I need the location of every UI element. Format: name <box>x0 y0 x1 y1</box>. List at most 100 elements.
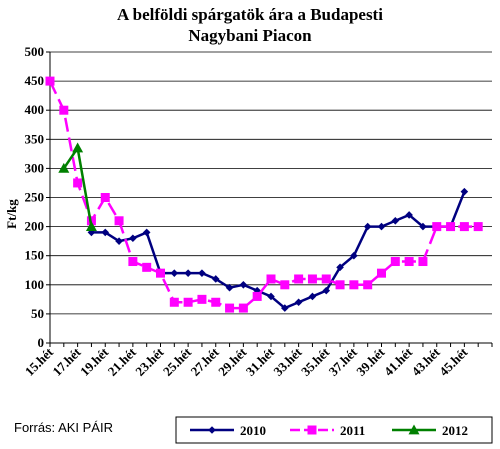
data-point <box>114 216 124 226</box>
y-axis-ticks: 0 50 100 150 200 250 300 350 400 450 500 <box>25 44 50 350</box>
data-point <box>239 281 248 289</box>
legend-swatch-marker <box>208 426 216 434</box>
data-point <box>335 280 345 290</box>
x-axis-ticks: 15.hét17.hét19.hét21.hét23.hét25.hét27.h… <box>22 343 493 379</box>
legend-label: 2011 <box>340 423 365 438</box>
x-tick-label: 45.hét <box>436 344 471 379</box>
data-point <box>87 228 96 237</box>
data-point <box>238 303 248 313</box>
data-point <box>129 234 137 243</box>
data-point <box>85 221 97 231</box>
x-tick-label: 29.hét <box>215 344 250 379</box>
series-line-2010 <box>91 191 466 310</box>
data-point <box>432 222 442 232</box>
x-tick-label: 31.hét <box>243 344 278 379</box>
x-tick-label: 23.hét <box>132 344 167 379</box>
chart-title-line-1: A belföldi spárgatök ára a Budapesti <box>117 5 383 24</box>
data-point <box>377 268 386 278</box>
data-point <box>308 292 317 301</box>
series-2011 <box>45 76 483 313</box>
gridlines <box>50 51 492 315</box>
legend-entry-2012: 2012 <box>392 423 468 438</box>
data-point <box>100 193 110 202</box>
data-point <box>350 251 358 260</box>
data-point <box>363 280 373 290</box>
data-point <box>418 257 428 267</box>
data-point <box>267 292 275 301</box>
y-tick-label: 500 <box>25 44 45 59</box>
y-tick-label: 350 <box>25 131 45 146</box>
data-point <box>184 269 192 277</box>
data-point <box>404 257 414 267</box>
data-point <box>266 274 276 284</box>
data-point <box>253 286 261 295</box>
data-point <box>294 298 303 307</box>
data-point <box>377 222 386 231</box>
y-tick-label: 50 <box>31 306 44 321</box>
y-tick-label: 0 <box>38 335 45 350</box>
data-point <box>280 280 290 290</box>
data-point <box>156 268 165 278</box>
y-tick-label: 250 <box>25 190 45 205</box>
x-tick-label: 39.hét <box>353 344 388 379</box>
series-2012 <box>58 142 97 231</box>
data-point <box>363 222 372 231</box>
y-tick-label: 150 <box>25 248 45 263</box>
data-point <box>419 222 427 231</box>
source-note: Forrás: AKI PÁIR <box>14 420 113 435</box>
data-point <box>391 216 400 225</box>
data-point <box>459 222 469 232</box>
data-point <box>336 263 344 272</box>
data-point <box>211 297 221 307</box>
x-tick-label: 27.hét <box>188 344 223 379</box>
series-line-2011 <box>48 80 479 310</box>
plot-area: 0 50 100 150 200 250 300 350 400 450 500 15.hét17.… <box>22 44 493 379</box>
data-point <box>281 304 289 312</box>
data-point <box>294 274 304 284</box>
data-point <box>169 297 179 307</box>
legend-entry-2011: 2011 <box>290 423 365 438</box>
legend-label: 2012 <box>442 423 468 438</box>
data-point <box>72 142 84 153</box>
legend-entry-2010: 2010 <box>190 423 266 438</box>
data-point <box>225 303 235 313</box>
data-point <box>473 222 483 232</box>
data-point <box>45 76 55 86</box>
data-point <box>170 269 179 277</box>
data-point <box>101 228 110 237</box>
x-tick-label: 41.hét <box>381 344 416 379</box>
data-point <box>59 105 69 115</box>
legend: 2010 2011 2012 <box>175 416 493 444</box>
x-tick-label: 21.hét <box>105 344 140 379</box>
data-point <box>446 222 456 232</box>
series-2010 <box>87 187 469 312</box>
x-tick-label: 33.hét <box>270 344 305 379</box>
y-tick-label: 450 <box>25 73 45 88</box>
legend-swatch-marker <box>307 425 317 435</box>
data-point <box>321 274 331 284</box>
y-tick-label: 400 <box>25 102 45 117</box>
data-point <box>115 237 123 245</box>
y-axis-label: Ft/kg <box>4 199 19 229</box>
chart-title-line-2: Nagybani Piacon <box>188 26 312 45</box>
data-point <box>142 228 151 237</box>
x-tick-label: 17.hét <box>49 344 84 379</box>
data-point <box>128 257 138 267</box>
data-point <box>307 274 317 284</box>
data-point <box>58 162 70 173</box>
data-point <box>460 187 469 196</box>
x-tick-label: 35.hét <box>298 344 333 379</box>
data-point <box>142 262 152 272</box>
x-tick-label: 37.hét <box>326 344 361 379</box>
data-point <box>197 294 207 304</box>
data-point <box>252 291 262 301</box>
legend-swatch-marker <box>408 424 420 435</box>
series-layer <box>45 76 483 313</box>
y-tick-label: 300 <box>25 160 45 175</box>
data-point <box>225 283 234 292</box>
legend-label: 2010 <box>240 423 266 438</box>
data-point <box>73 178 83 188</box>
data-point <box>390 257 400 267</box>
data-point <box>322 286 331 295</box>
y-tick-label: 100 <box>25 277 45 292</box>
